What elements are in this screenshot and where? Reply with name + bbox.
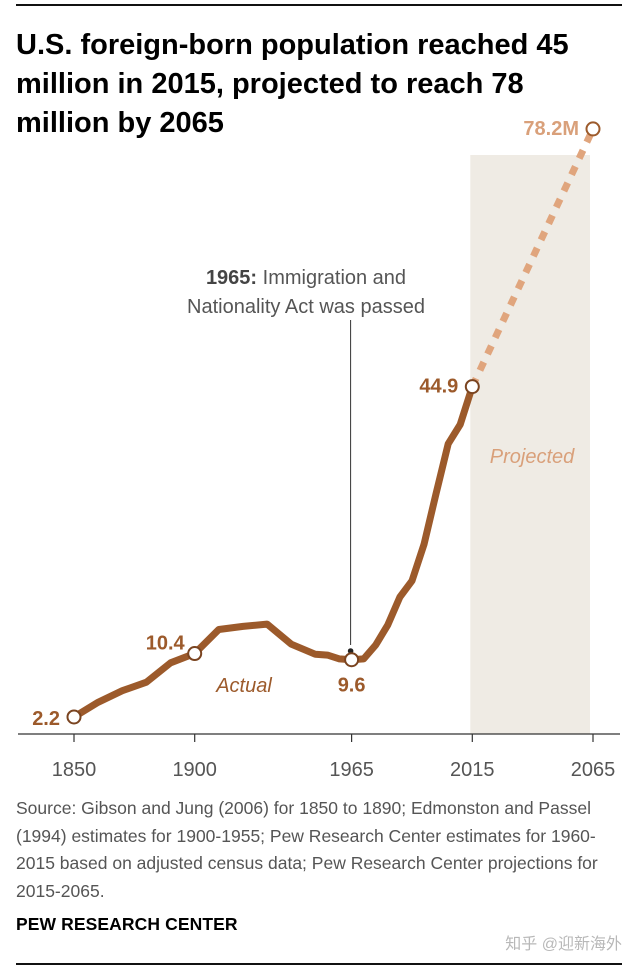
annotation-text: Immigration and xyxy=(263,267,406,289)
data-points xyxy=(66,121,601,725)
brand-name: PEW RESEARCH CENTER xyxy=(16,914,238,934)
x-tick-label-1900: 1900 xyxy=(172,759,217,781)
annotation-bold: 1965: xyxy=(206,267,257,289)
data-point-1965 xyxy=(344,652,360,668)
x-tick-label-1850: 1850 xyxy=(52,759,97,781)
data-label-2065: 78.2M xyxy=(523,118,579,140)
source-note: Source: Gibson and Jung (2006) for 1850 … xyxy=(16,798,598,901)
data-label-1965: 9.6 xyxy=(338,675,366,697)
data-point-1850 xyxy=(66,709,82,725)
data-point-2065 xyxy=(585,121,601,137)
x-tick-label-1965: 1965 xyxy=(329,759,374,781)
annotation-line-1: 1965: Immigration and xyxy=(206,267,406,289)
data-point-1900 xyxy=(187,646,203,662)
x-tick-label-2065: 2065 xyxy=(571,759,616,781)
bottom-rule xyxy=(16,963,622,965)
series-line-actual xyxy=(70,383,476,721)
data-label-1900: 10.4 xyxy=(146,633,186,655)
data-label-1850: 2.2 xyxy=(32,708,60,730)
data-labels: 2.2 10.4 9.6 44.9 78.2M xyxy=(32,118,579,730)
chart-title: U.S. foreign-born population reached 45 … xyxy=(16,29,569,139)
projected-band xyxy=(470,155,590,734)
watermark: 知乎 @迎新海外 xyxy=(505,936,622,953)
series-label-actual: Actual xyxy=(215,675,272,697)
annotation-line-2: Nationality Act was passed xyxy=(187,296,425,318)
top-rule xyxy=(16,4,622,6)
series-label-projected: Projected xyxy=(490,446,575,468)
line-chart: 1850 1900 1965 2015 2065 1965: Immigration a… xyxy=(18,118,620,781)
series-line-projected xyxy=(469,127,597,389)
data-point-2015 xyxy=(464,379,480,395)
x-tick-label-2015: 2015 xyxy=(450,759,495,781)
data-label-2015: 44.9 xyxy=(419,376,458,398)
x-axis-ticks: 1850 1900 1965 2015 2065 xyxy=(52,734,616,781)
